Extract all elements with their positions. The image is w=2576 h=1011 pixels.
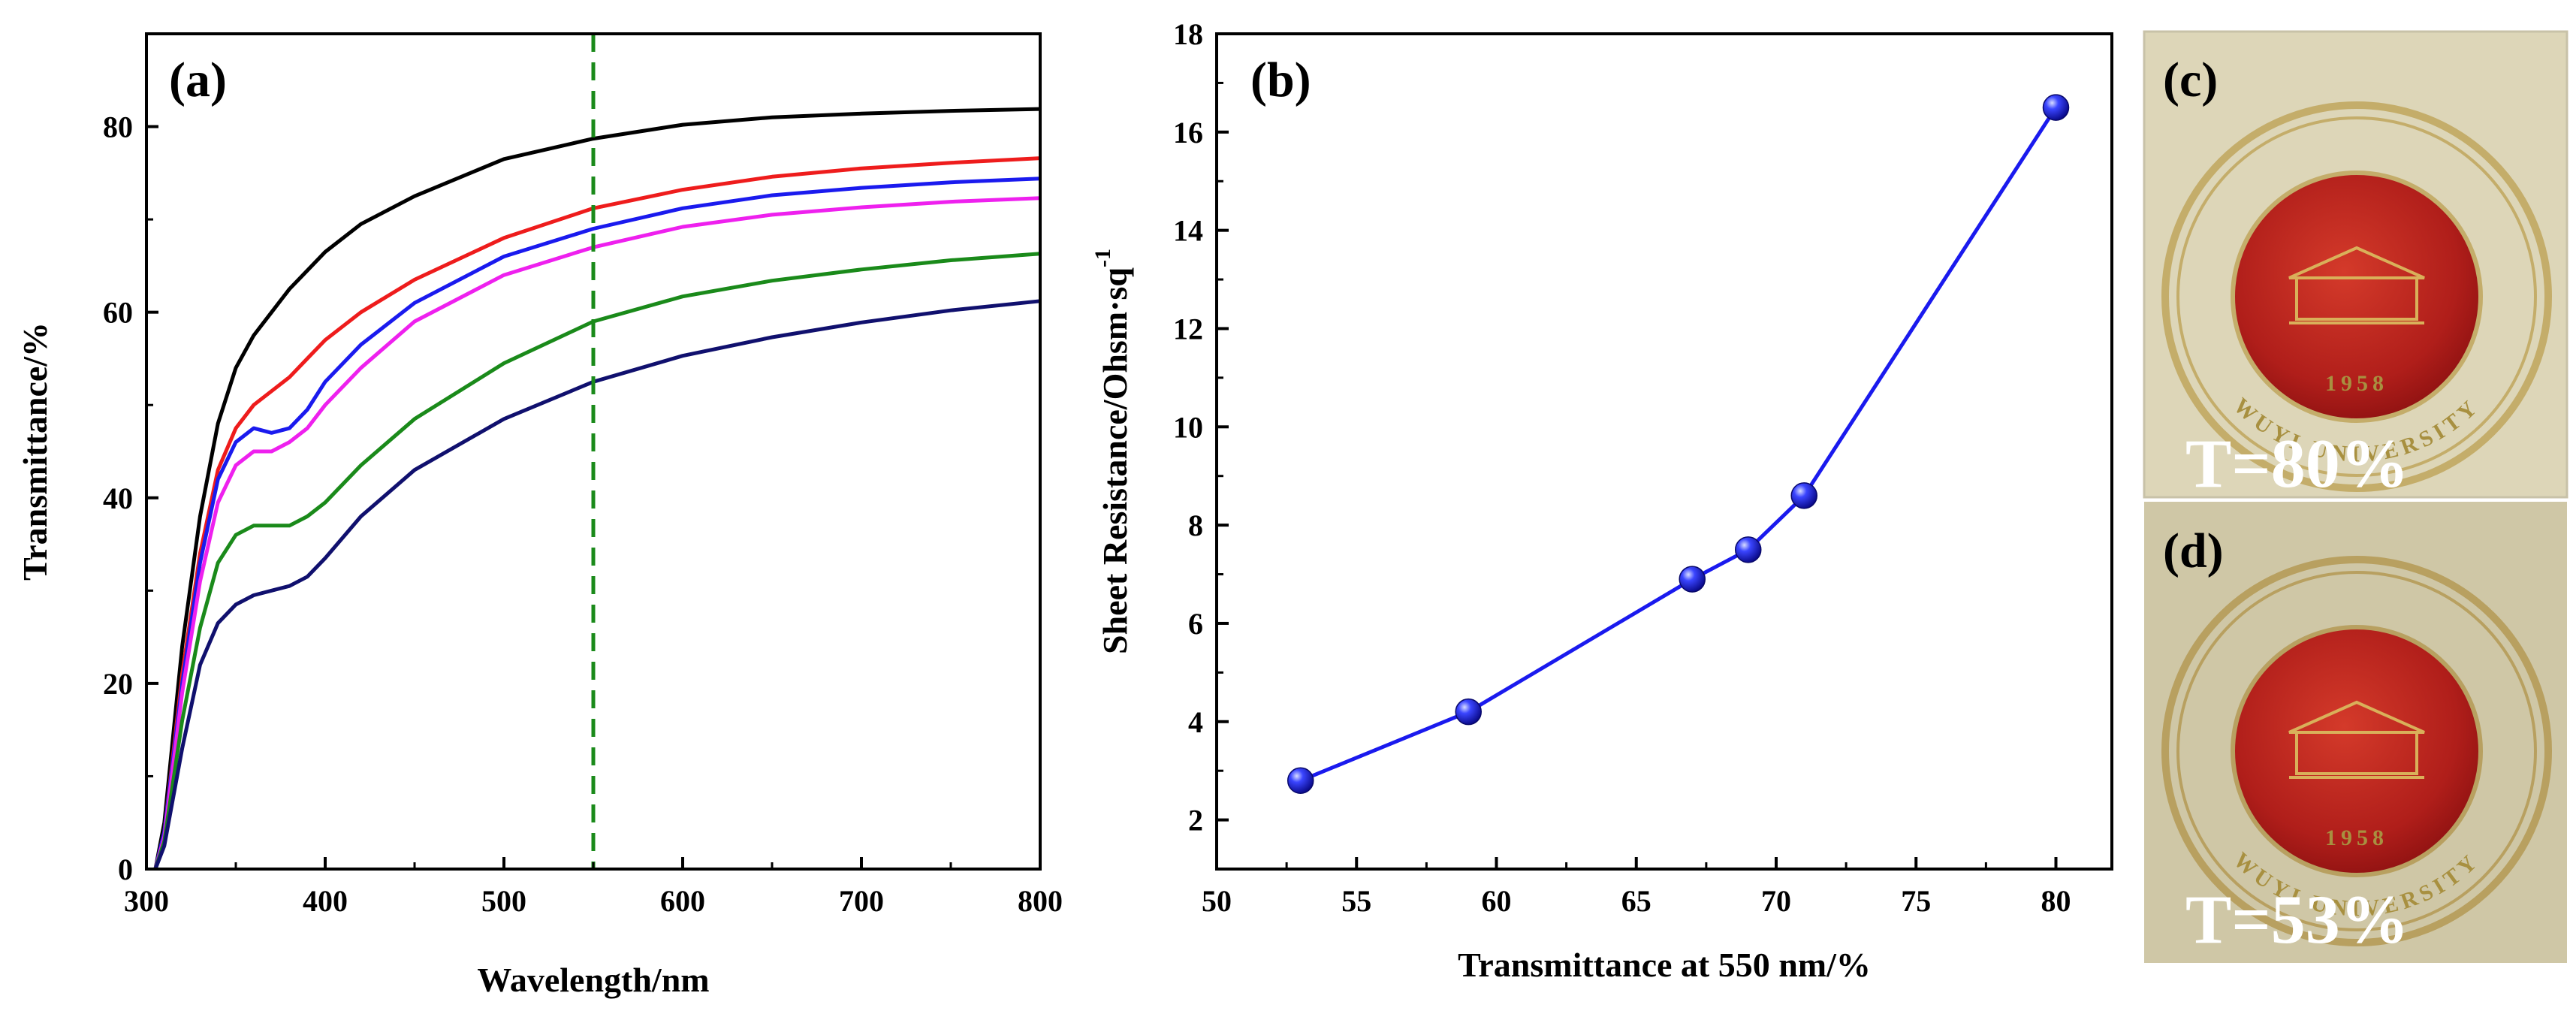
series-line-6 — [153, 299, 1041, 870]
x-tick-label: 500 — [481, 884, 526, 918]
panel-b-line — [1299, 106, 2058, 783]
photo-c-caption: T=80% — [2185, 425, 2409, 502]
photo-d-caption: T=53% — [2185, 881, 2409, 958]
panel-b-x-axis-ticks: 50 55 60 65 70 75 80 — [1202, 857, 2071, 918]
y-tick-label: 10 — [1173, 410, 1203, 444]
x-tick-label: 75 — [1901, 884, 1931, 918]
photo-d: 1958 WUYI UNIVERSITY (d) T=53% — [2144, 502, 2567, 963]
panel-b-x-axis-label: Transmittance at 550 nm/% — [1458, 946, 1871, 984]
x-tick-label: 50 — [1202, 884, 1232, 918]
y-tick-label: 14 — [1173, 214, 1203, 248]
y-tick-label: 6 — [1188, 607, 1203, 641]
y-tick-label: 60 — [103, 296, 133, 330]
panel-a-y-axis-label: Transmittance/% — [16, 322, 54, 581]
x-tick-label: 70 — [1761, 884, 1791, 918]
panel-b-plot-frame — [1215, 32, 2113, 871]
x-tick-label: 800 — [1018, 884, 1063, 918]
y-tick-label: 20 — [103, 667, 133, 701]
x-tick-label: 80 — [2041, 884, 2071, 918]
panel-a-y-axis-ticks: 0 20 40 60 80 — [103, 110, 158, 886]
y-tick-label: 12 — [1173, 312, 1203, 346]
y-tick-label: 8 — [1188, 509, 1203, 542]
y-tick-label: 40 — [103, 481, 133, 515]
x-tick-label: 400 — [303, 884, 348, 918]
panel-a-transmittance-spectra: (a) 300 400 500 600 700 800 0 20 40 60 80 Wavelen… — [16, 32, 1063, 999]
series-line-4 — [153, 196, 1041, 870]
panel-b-points — [1287, 94, 2070, 795]
data-point — [2042, 94, 2070, 121]
panel-b-y-axis-label-sup: -1 — [1090, 249, 1115, 267]
seal-emblem-d — [2231, 625, 2483, 877]
panel-a-x-axis-ticks: 300 400 500 600 700 800 — [124, 857, 1063, 918]
y-tick-label: 16 — [1173, 116, 1203, 149]
panel-b-y-axis-label-main: Sheet Resistance/Ohsm·sq — [1096, 267, 1134, 654]
panel-b-letter: (b) — [1250, 53, 1311, 107]
panel-b-y-axis-ticks: 2 4 6 8 10 12 14 16 18 — [1173, 17, 1229, 837]
panel-b-y-axis-label: Sheet Resistance/Ohsm·sq-1 — [1090, 249, 1134, 654]
seal-date-c: 1958 — [2325, 371, 2388, 396]
data-point — [1679, 566, 1706, 593]
data-point — [1287, 767, 1314, 795]
series-line-2 — [153, 156, 1041, 870]
series-line-5 — [153, 252, 1041, 870]
x-tick-label: 600 — [660, 884, 705, 918]
panel-b-sheet-resistance: (b) 50 55 60 65 70 75 80 2 4 6 8 10 12 14 16 18 Transm… — [1090, 17, 2113, 984]
photo-c: 1958 WUYI UNIVERSITY (c) T=80% — [2143, 30, 2568, 502]
seal-date-d: 1958 — [2325, 825, 2388, 850]
y-tick-label: 0 — [118, 853, 133, 886]
x-tick-label: 65 — [1621, 884, 1651, 918]
panel-a-letter: (a) — [169, 53, 227, 107]
y-tick-label: 18 — [1173, 17, 1203, 51]
y-tick-label: 80 — [103, 110, 133, 144]
panel-a-x-axis-label: Wavelength/nm — [477, 961, 709, 999]
panel-a-series — [153, 107, 1041, 870]
x-tick-label: 700 — [839, 884, 884, 918]
y-tick-label: 4 — [1188, 705, 1203, 739]
data-point — [1790, 482, 1817, 509]
x-tick-label: 300 — [124, 884, 169, 918]
photo-c-label: (c) — [2163, 53, 2218, 107]
photo-d-label: (d) — [2163, 524, 2224, 578]
y-tick-label: 2 — [1188, 804, 1203, 837]
data-point — [1455, 698, 1482, 726]
data-point — [1735, 536, 1762, 563]
series-line-1 — [153, 107, 1041, 870]
x-tick-label: 60 — [1482, 884, 1512, 918]
x-tick-label: 55 — [1341, 884, 1371, 918]
series-line-3 — [153, 177, 1041, 870]
seal-emblem-c — [2231, 171, 2483, 423]
